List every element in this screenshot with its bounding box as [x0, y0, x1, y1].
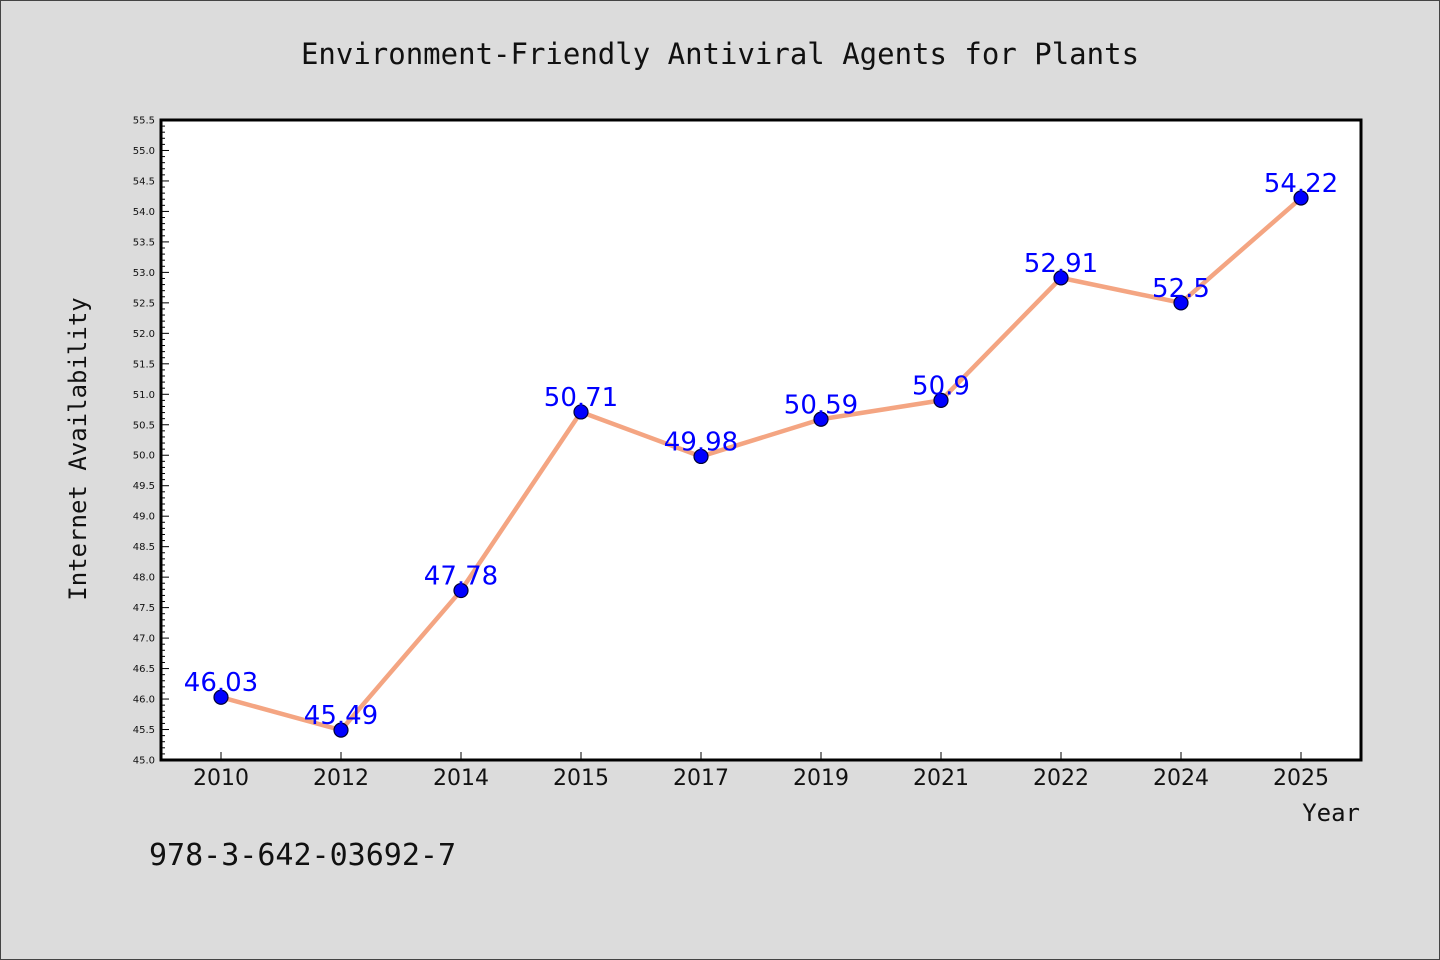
data-point: [1053, 270, 1069, 286]
x-axis-ticks: 2010 2012 2014 2015 2017 2019 2021 2022 2024 2025: [193, 752, 1329, 791]
y-tick-label: 46.0: [133, 695, 155, 706]
x-tick-label: 2022: [1033, 766, 1089, 791]
y-tick-label: 52.0: [133, 329, 155, 340]
y-tick-label: 49.0: [133, 512, 155, 523]
y-tick-label: 54.0: [133, 207, 155, 218]
y-tick-label: 48.0: [133, 573, 155, 584]
y-tick-label: 53.5: [133, 237, 155, 248]
y-tick-label: 55.5: [133, 116, 155, 127]
data-point: [1293, 190, 1309, 206]
data-point: [1173, 295, 1189, 311]
y-tick-label: 50.5: [133, 420, 155, 431]
data-label: 49.98: [664, 427, 738, 457]
footer-code: 978-3-642-03692-7: [149, 838, 456, 873]
data-label: 52.91: [1024, 249, 1098, 279]
x-tick-label: 2025: [1273, 766, 1329, 791]
y-tick-label: 50.0: [133, 451, 155, 462]
data-label: 47.78: [424, 562, 498, 592]
data-label: 54.22: [1264, 169, 1338, 199]
y-axis-ticks: 45.0 45.5 46.0 46.5 47.0 47.5 48.0 48.5 49.0 49.5…: [133, 116, 169, 767]
data-point: [333, 722, 349, 738]
x-tick-label: 2021: [913, 766, 969, 791]
y-tick-label: 52.5: [133, 298, 155, 309]
data-point: [573, 404, 589, 420]
x-tick-label: 2012: [313, 766, 369, 791]
x-tick-label: 2015: [553, 766, 609, 791]
x-tick-label: 2024: [1153, 766, 1209, 791]
y-tick-label: 51.5: [133, 359, 155, 370]
data-label: 52.5: [1152, 274, 1210, 304]
y-tick-label: 47.0: [133, 634, 155, 645]
y-tick-label: 46.5: [133, 664, 155, 675]
data-label: 50.71: [544, 383, 618, 413]
data-points-group: [213, 190, 1309, 738]
x-tick-label: 2017: [673, 766, 729, 791]
data-point: [813, 411, 829, 427]
x-tick-label: 2019: [793, 766, 849, 791]
data-label: 50.9: [912, 371, 970, 401]
series-line-group: [220, 196, 1303, 733]
data-point: [693, 448, 709, 465]
data-label: 45.49: [304, 701, 378, 731]
data-label: 46.03: [184, 668, 258, 698]
y-tick-label: 53.0: [133, 268, 155, 279]
data-point: [453, 582, 469, 599]
x-tick-label: 2014: [433, 766, 489, 791]
y-tick-label: 48.5: [133, 542, 155, 553]
y-tick-label: 51.0: [133, 390, 155, 401]
data-label: 50.59: [784, 390, 858, 420]
y-tick-label: 45.5: [133, 725, 155, 736]
y-tick-label: 45.0: [133, 756, 155, 767]
y-axis-label: Internet Availability: [64, 297, 92, 600]
y-tick-label: 49.5: [133, 481, 155, 492]
series-line: [220, 196, 1303, 733]
data-point: [213, 689, 229, 705]
data-labels-group: 46.03 45.49 47.78 50.71 49.98 50.59 50.9 52.91 5…: [184, 169, 1338, 731]
x-tick-label: 2010: [193, 766, 249, 791]
x-axis-label: Year: [1302, 799, 1360, 827]
y-tick-label: 55.0: [133, 146, 155, 157]
y-tick-label: 47.5: [133, 603, 155, 614]
y-tick-label: 54.5: [133, 176, 155, 187]
data-point: [933, 392, 949, 408]
chart-title: Environment-Friendly Antiviral Agents fo…: [301, 37, 1139, 71]
